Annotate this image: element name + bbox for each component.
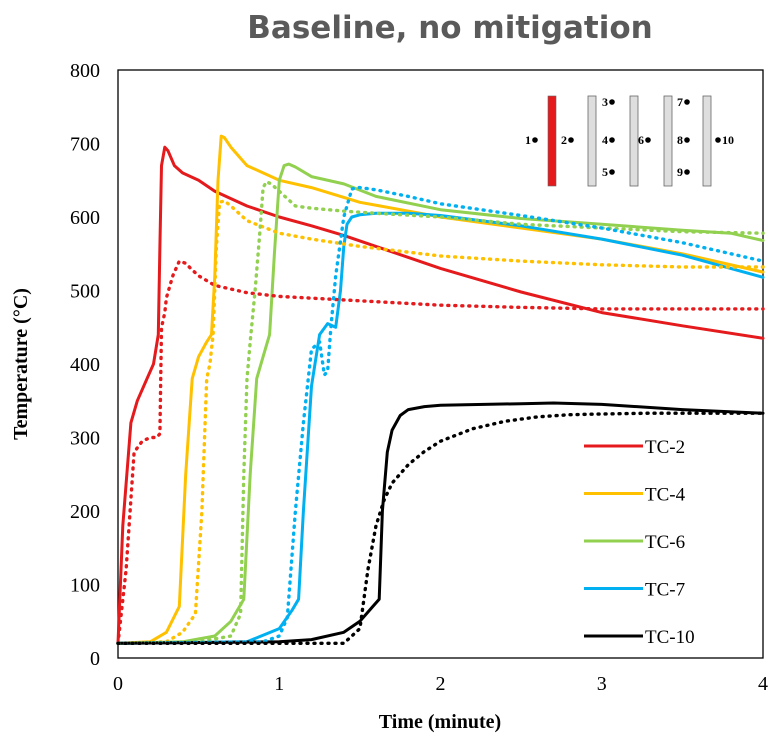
- series-line-dotted-5: [116, 259, 765, 645]
- x-axis-tick-labels: 0 1 2 3 4: [113, 673, 768, 695]
- sensor-label: 2: [561, 133, 567, 147]
- sensor-label: 3: [602, 95, 608, 109]
- y-tick-label: 300: [70, 428, 100, 450]
- y-tick-label: 100: [70, 575, 100, 597]
- sensor-dot: [684, 137, 690, 143]
- sensor-label: 8: [677, 133, 683, 147]
- sensor-dot: [609, 137, 615, 143]
- sensor-dot: [645, 137, 651, 143]
- legend-label: TC-2: [645, 437, 685, 458]
- inset-cell-4: [663, 95, 673, 187]
- series-line-tc-2: [116, 145, 765, 645]
- inset-cell-1: [547, 95, 557, 187]
- legend-label: TC-6: [645, 532, 685, 553]
- sensor-label: 1: [525, 133, 531, 147]
- series-line-tc-7: [116, 211, 765, 645]
- x-tick-label: 1: [274, 673, 284, 695]
- series-layer: [116, 134, 765, 645]
- legend-label: TC-7: [645, 580, 685, 601]
- series-line-tc-10: [116, 401, 765, 645]
- x-tick-label: 3: [597, 673, 607, 695]
- chart-title: Baseline, no mitigation: [247, 10, 652, 46]
- series-line-tc-4: [116, 134, 765, 645]
- y-tick-label: 0: [90, 648, 100, 670]
- y-axis-tick-labels: 0 100 200 300 400 500 600 700 800: [70, 60, 100, 670]
- sensor-dot: [684, 169, 690, 175]
- plot-area-frame: [117, 69, 764, 659]
- sensor-label: 4: [602, 133, 608, 147]
- y-tick-label: 800: [70, 60, 100, 82]
- sensor-dot: [532, 137, 538, 143]
- legend-label: TC-10: [645, 627, 695, 648]
- x-axis-label: Time (minute): [379, 711, 501, 733]
- sensor-label: 5: [602, 165, 608, 179]
- x-tick-label: 2: [436, 673, 446, 695]
- sensor-label: 9: [677, 165, 683, 179]
- y-tick-label: 500: [70, 281, 100, 303]
- sensor-dot: [684, 99, 690, 105]
- cell-layout-inset: 1 2 3 4 5 6 7 8 9 10: [525, 95, 734, 187]
- sensor-label: 10: [722, 133, 734, 147]
- y-tick-label: 600: [70, 207, 100, 229]
- inset-cell-5: [702, 95, 712, 187]
- sensor-dot: [609, 99, 615, 105]
- y-tick-label: 200: [70, 501, 100, 523]
- sensor-label: 6: [638, 133, 644, 147]
- inset-cell-3: [629, 95, 639, 187]
- sensor-dot: [568, 137, 574, 143]
- legend-label: TC-4: [645, 485, 686, 506]
- series-line-tc-6: [116, 162, 765, 645]
- x-tick-label: 4: [758, 673, 768, 695]
- y-tick-label: 700: [70, 134, 100, 156]
- series-line-dotted-8: [116, 185, 765, 645]
- y-axis-label: Temperature (°C): [10, 288, 32, 440]
- sensor-label: 7: [677, 95, 683, 109]
- x-tick-label: 0: [113, 673, 123, 695]
- sensor-dot: [609, 169, 615, 175]
- inset-cell-2: [587, 95, 597, 187]
- series-line-dotted-7: [116, 179, 765, 645]
- legend: TC-2 TC-4 TC-6 TC-7 TC-10: [584, 437, 695, 648]
- y-tick-label: 400: [70, 354, 100, 376]
- sensor-dot: [715, 137, 721, 143]
